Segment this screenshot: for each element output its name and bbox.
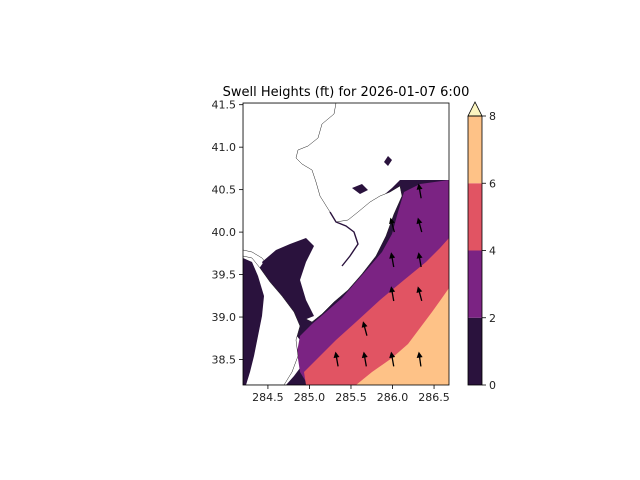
swell-arrow xyxy=(416,252,423,268)
y-tick-label: 41.0 xyxy=(212,141,237,154)
colorbar: 0 2 4 6 8 xyxy=(467,101,496,392)
x-tick-label: 286.0 xyxy=(377,391,409,404)
swell-direction-arrows xyxy=(333,183,423,367)
colorbar-tick-label: 8 xyxy=(489,110,496,123)
y-tick-label: 40.0 xyxy=(212,226,237,239)
colorbar-segment xyxy=(468,183,482,251)
swell-arrow xyxy=(389,286,396,302)
x-tick-label: 284.5 xyxy=(252,391,284,404)
swell-arrow xyxy=(416,351,423,367)
colorbar-tick-label: 4 xyxy=(489,245,496,258)
y-axis: 38.5 39.0 39.5 40.0 40.5 41.0 41.5 xyxy=(212,99,243,367)
map-area xyxy=(242,102,450,386)
y-tick-label: 38.5 xyxy=(212,354,237,367)
swell-arrow xyxy=(361,321,368,336)
colorbar-segment xyxy=(468,317,482,385)
colorbar-tick-label: 6 xyxy=(489,177,496,190)
x-tick-label: 285.5 xyxy=(335,391,367,404)
colorbar-tick-label: 2 xyxy=(489,312,496,325)
chesapeake-water xyxy=(243,258,264,385)
colorbar-tick-label: 0 xyxy=(489,379,496,392)
swell-arrow xyxy=(361,351,368,367)
x-axis: 284.5 285.0 285.5 286.0 286.5 xyxy=(252,385,450,404)
y-tick-label: 39.5 xyxy=(212,269,237,282)
swell-arrow xyxy=(416,217,423,233)
swell-arrow xyxy=(333,351,340,367)
swell-arrow xyxy=(416,183,423,199)
map-title: Swell Heights (ft) for 2026-01-07 6:00 xyxy=(223,85,470,100)
swell-arrow xyxy=(416,286,423,302)
colorbar-extend-arrow xyxy=(467,101,483,117)
y-tick-label: 41.5 xyxy=(212,99,237,112)
y-tick-label: 39.0 xyxy=(212,311,237,324)
swell-arrow xyxy=(389,351,396,367)
map-frame xyxy=(242,102,450,386)
coastline-detail xyxy=(329,211,359,267)
swell-band-6-8 xyxy=(356,288,449,385)
x-tick-label: 285.0 xyxy=(294,391,326,404)
x-tick-label: 286.5 xyxy=(418,391,450,404)
colorbar-segment xyxy=(468,116,482,184)
swell-arrow xyxy=(389,217,395,233)
delaware-bay xyxy=(262,238,314,320)
swell-arrow xyxy=(389,252,396,268)
bay-inlets xyxy=(352,156,392,194)
colorbar-segment xyxy=(468,250,482,318)
y-tick-label: 40.5 xyxy=(212,184,237,197)
